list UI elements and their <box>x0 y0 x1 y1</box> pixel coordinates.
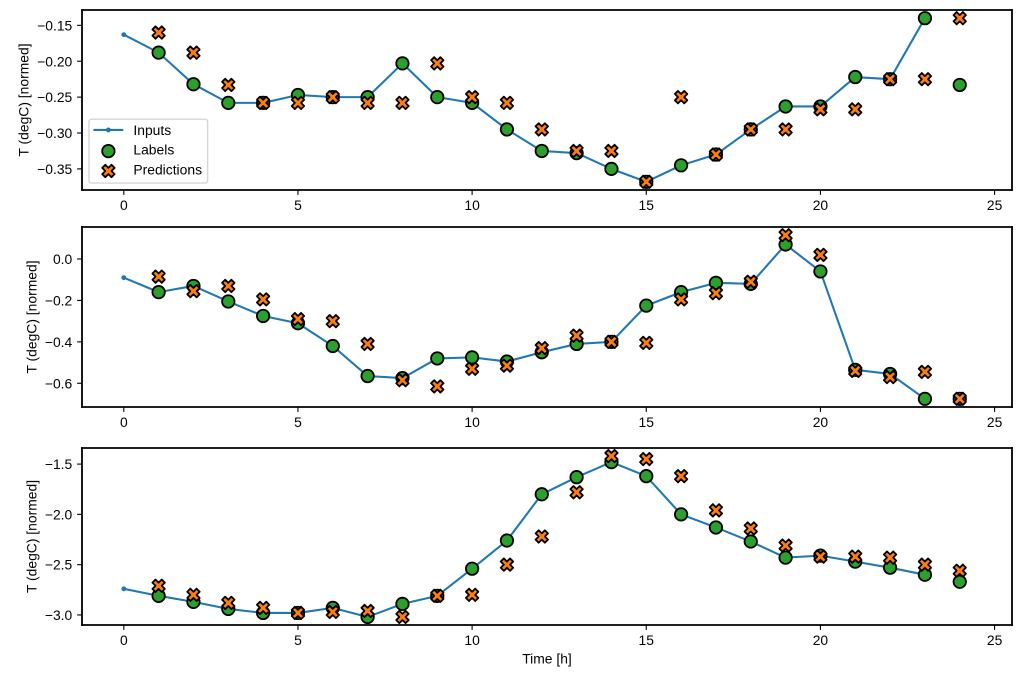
svg-text:5: 5 <box>294 197 302 213</box>
svg-text:−0.35: −0.35 <box>37 161 72 177</box>
svg-text:T (degC) [normed]: T (degC) [normed] <box>23 260 39 373</box>
svg-text:−2.5: −2.5 <box>45 557 73 573</box>
svg-text:−0.4: −0.4 <box>45 334 73 350</box>
svg-text:10: 10 <box>464 414 480 430</box>
svg-text:15: 15 <box>639 414 655 430</box>
svg-text:Labels: Labels <box>133 142 174 158</box>
svg-text:T (degC) [normed]: T (degC) [normed] <box>23 480 39 593</box>
svg-text:10: 10 <box>464 632 480 648</box>
svg-text:Time [h]: Time [h] <box>522 650 572 666</box>
svg-text:5: 5 <box>294 632 302 648</box>
svg-text:25: 25 <box>987 197 1003 213</box>
svg-text:25: 25 <box>987 414 1003 430</box>
svg-text:T (degC) [normed]: T (degC) [normed] <box>16 43 32 156</box>
svg-text:−1.5: −1.5 <box>45 456 73 472</box>
svg-text:−0.30: −0.30 <box>37 125 72 141</box>
svg-text:−0.15: −0.15 <box>37 17 72 33</box>
svg-text:−2.0: −2.0 <box>45 506 73 522</box>
svg-text:20: 20 <box>813 632 829 648</box>
svg-text:10: 10 <box>464 197 480 213</box>
svg-text:20: 20 <box>813 414 829 430</box>
svg-text:Predictions: Predictions <box>133 162 202 178</box>
svg-text:0.0: 0.0 <box>53 251 73 267</box>
svg-text:5: 5 <box>294 414 302 430</box>
svg-text:25: 25 <box>987 632 1003 648</box>
svg-text:Inputs: Inputs <box>133 122 171 138</box>
svg-text:−3.0: −3.0 <box>45 607 73 623</box>
svg-text:−0.2: −0.2 <box>45 292 73 308</box>
svg-text:20: 20 <box>813 197 829 213</box>
svg-text:0: 0 <box>120 632 128 648</box>
svg-text:−0.6: −0.6 <box>45 375 73 391</box>
svg-text:15: 15 <box>639 632 655 648</box>
svg-text:−0.25: −0.25 <box>37 89 72 105</box>
svg-text:15: 15 <box>639 197 655 213</box>
svg-text:0: 0 <box>120 414 128 430</box>
svg-text:−0.20: −0.20 <box>37 53 72 69</box>
svg-text:0: 0 <box>120 197 128 213</box>
